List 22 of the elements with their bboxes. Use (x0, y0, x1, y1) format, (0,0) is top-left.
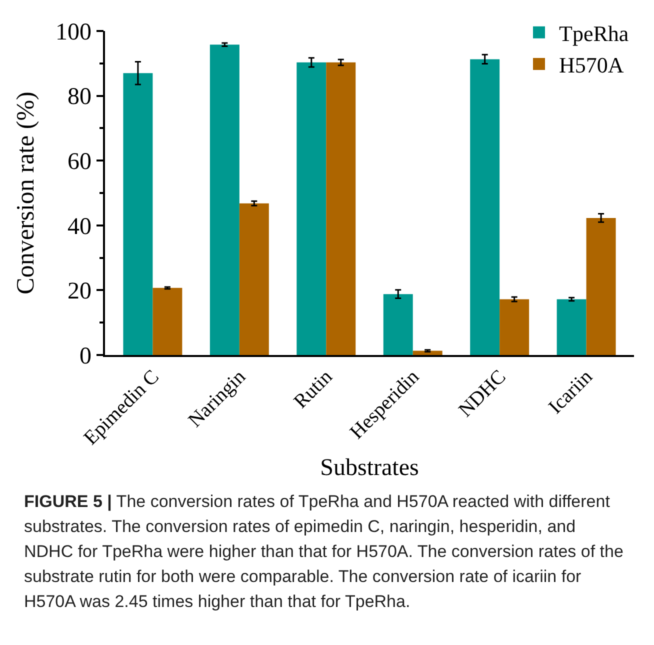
bar (383, 294, 413, 355)
y-tick-label: 100 (55, 19, 92, 46)
y-axis-title: Conversion rate (%) (12, 92, 40, 294)
y-tick-label: 0 (79, 343, 92, 370)
caption: FIGURE 5 | (24, 492, 112, 511)
legend-label: H570A (559, 52, 624, 78)
y-tick-label: 40 (67, 214, 92, 240)
bar (500, 299, 530, 355)
y-tick-label: 20 (67, 278, 92, 305)
bar (586, 218, 616, 355)
bar (239, 203, 269, 355)
bar (152, 288, 182, 355)
bar (470, 59, 500, 355)
y-tick-label: 60 (67, 149, 92, 175)
bar (210, 44, 240, 355)
bar (123, 73, 153, 355)
legend-label: TpeRha (559, 20, 629, 46)
bar (296, 62, 326, 355)
bar (326, 62, 356, 355)
x-axis-title: Substrates (320, 455, 419, 482)
y-tick-label: 80 (67, 84, 92, 110)
bar (556, 299, 586, 355)
